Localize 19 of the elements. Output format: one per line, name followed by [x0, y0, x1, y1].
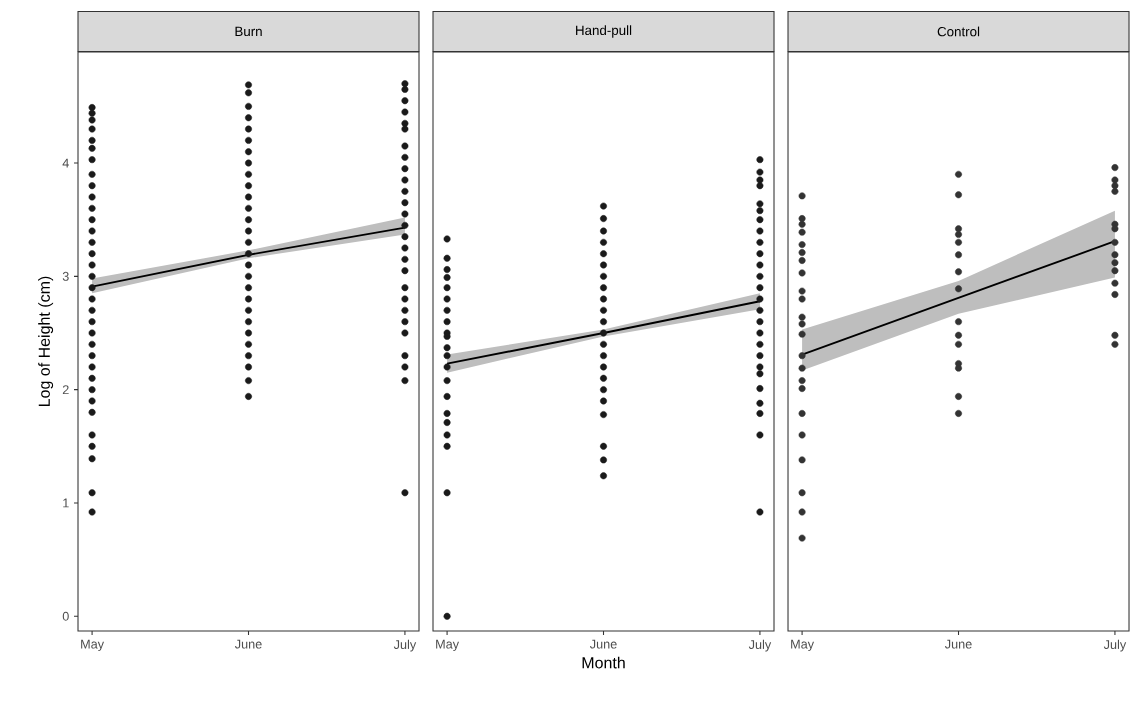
chart-title: Burn [235, 26, 262, 37]
x-tick-label: June [234, 639, 262, 649]
y-axis-title: Log of Height (cm) [38, 276, 54, 406]
x-tick-label: June [589, 639, 617, 649]
y-tick-label: 1 [63, 498, 69, 508]
chart-title: Hand-pull [576, 25, 632, 38]
x-tick-label: July [393, 639, 417, 652]
x-tick-label: July [1103, 639, 1127, 652]
y-tick-label: 3 [62, 271, 69, 281]
x-tick-label: May [436, 639, 460, 652]
x-tick-label: June [944, 639, 972, 649]
x-tick-label: May [81, 639, 105, 652]
y-tick-label: 4 [62, 158, 69, 168]
x-axis-title: Month [582, 656, 625, 669]
y-tick-label: 0 [62, 611, 69, 621]
chart-title: Control [937, 26, 980, 37]
x-tick-label: July [748, 639, 772, 652]
x-tick-label: May [791, 639, 815, 652]
y-tick-label: 2 [62, 385, 69, 395]
